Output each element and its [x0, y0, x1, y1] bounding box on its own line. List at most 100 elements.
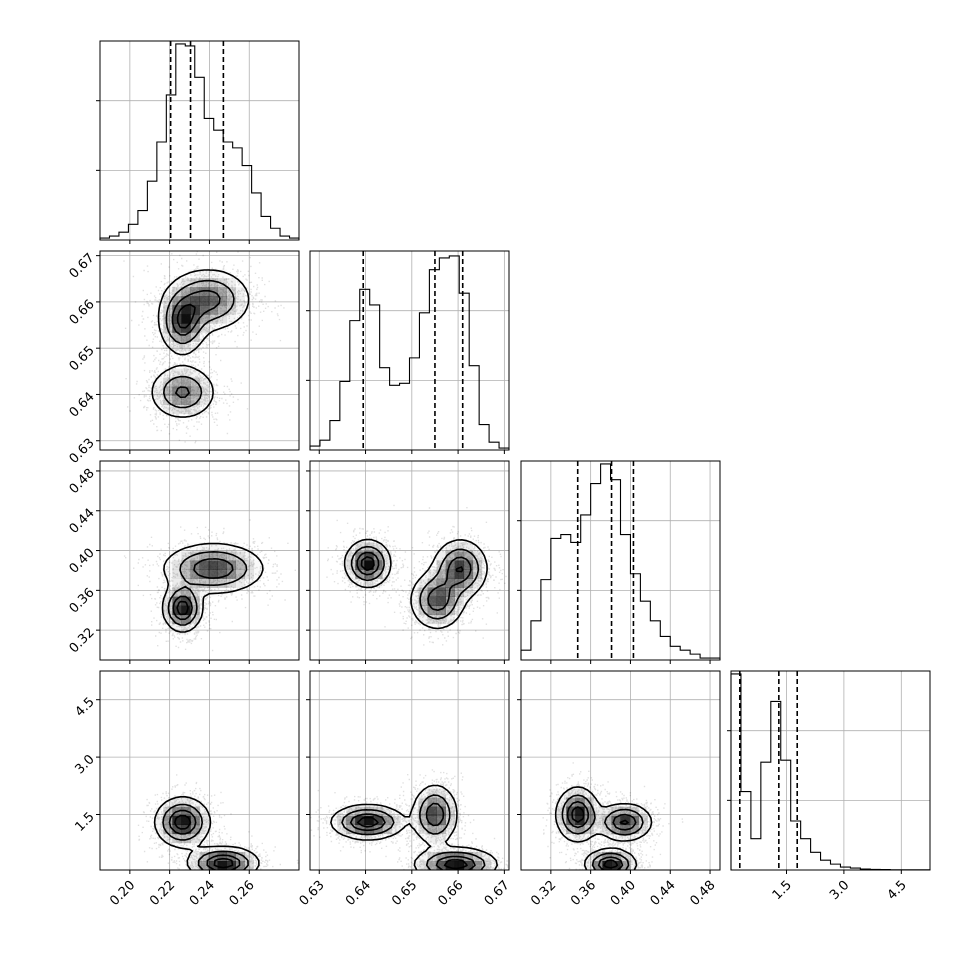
density-cell — [181, 314, 191, 324]
density-cell — [190, 824, 200, 835]
density-cell — [584, 860, 594, 870]
x-tick-label: 1.5 — [770, 878, 795, 903]
density-cell — [472, 860, 483, 870]
density-cell — [199, 551, 209, 561]
panel-background — [731, 671, 930, 870]
density-cell — [427, 833, 437, 844]
density-cell — [355, 569, 365, 579]
histogram-panel-0 — [96, 40, 300, 244]
density-cell — [629, 824, 639, 835]
panel-background — [310, 671, 509, 870]
density-cell — [364, 551, 374, 561]
panel-frame — [520, 670, 721, 871]
y-tick-label: 0.63 — [67, 436, 98, 467]
density-cell — [235, 287, 246, 297]
x-tick-label: 0.44 — [648, 878, 679, 909]
density-cell — [648, 816, 657, 825]
x-tick-label: 0.36 — [568, 878, 599, 909]
contour-line — [350, 545, 480, 620]
density-cell — [436, 578, 446, 588]
density-cell — [172, 551, 181, 560]
density-cell — [181, 605, 191, 616]
density-cell — [172, 395, 182, 406]
density-cell — [181, 287, 191, 297]
density-cell — [337, 824, 347, 835]
density-cell — [181, 360, 190, 369]
density-cell — [436, 806, 446, 817]
density-cell — [217, 278, 227, 288]
density-cell — [172, 368, 182, 378]
histogram-step — [99, 43, 300, 240]
scatter-panel-0-1: 0.63 0.64 0.65 0.66 0.67 — [67, 250, 300, 467]
y-tick-label: 0.67 — [67, 251, 98, 282]
density-cell — [427, 788, 437, 798]
panel-frame — [99, 40, 300, 241]
density-cell — [208, 569, 218, 579]
density-cell — [638, 815, 648, 826]
density-cell — [427, 806, 437, 817]
density-cell — [163, 614, 173, 625]
contour-line — [163, 279, 235, 409]
y-tick-label: 3.0 — [72, 752, 97, 777]
density-cell — [566, 815, 576, 826]
density-cell — [418, 587, 428, 597]
panel-frame — [99, 460, 300, 661]
density-cell — [190, 851, 200, 862]
density-cell — [410, 816, 419, 825]
density-cell — [364, 578, 374, 588]
density-cell — [199, 815, 209, 826]
density-cell — [181, 843, 190, 852]
density-cell — [602, 851, 612, 862]
density-cell — [463, 587, 474, 597]
density-cell — [199, 395, 209, 406]
density-cell — [382, 551, 392, 561]
density-cell — [427, 596, 437, 607]
density-cell — [620, 806, 630, 817]
density-cell — [172, 377, 182, 387]
contour-line — [561, 794, 644, 870]
density-cell — [445, 596, 456, 607]
density-cell — [346, 806, 356, 817]
density-cell — [373, 551, 383, 561]
density-cell — [217, 560, 227, 570]
density-cell — [226, 305, 236, 315]
density-cell — [181, 569, 191, 579]
density-cell — [190, 368, 200, 378]
density-cell — [575, 824, 585, 835]
density-cell — [244, 560, 255, 570]
density-cell — [226, 278, 236, 288]
scatter-panel-0-2: 0.32 0.36 0.40 0.44 0.48 — [67, 460, 300, 664]
density-cell — [181, 404, 191, 415]
density-cell — [190, 377, 200, 387]
panel-frame — [309, 460, 510, 661]
density-cell — [154, 378, 163, 387]
density-cell — [190, 314, 200, 324]
density-cell — [593, 806, 603, 817]
density-cell — [226, 578, 236, 588]
density-cell — [436, 860, 446, 870]
density-cell — [436, 569, 446, 579]
x-tick-label: 0.40 — [608, 878, 639, 909]
density-cell — [208, 542, 218, 552]
density-cell — [199, 377, 209, 387]
density-cell — [154, 405, 163, 414]
contour-line — [341, 794, 486, 870]
x-tick-label: 0.65 — [389, 878, 420, 909]
contour-line — [360, 556, 464, 573]
contour-line — [172, 558, 234, 621]
density-cell — [593, 824, 603, 835]
density-cell — [436, 797, 446, 807]
density-cell — [463, 860, 474, 870]
x-tick-label: 0.22 — [147, 878, 178, 909]
density-cell — [427, 569, 437, 579]
density-cell — [346, 824, 356, 835]
x-tick-label: 0.66 — [435, 878, 466, 909]
density-cell — [418, 824, 428, 835]
density-cell — [199, 305, 209, 315]
histogram-panel-3: 1.5 3.0 4.5 — [727, 670, 931, 903]
panel-background — [100, 251, 299, 450]
density-cell — [427, 815, 437, 826]
density-cell — [190, 404, 200, 415]
density-cell — [181, 377, 191, 387]
density-cell — [235, 305, 246, 315]
